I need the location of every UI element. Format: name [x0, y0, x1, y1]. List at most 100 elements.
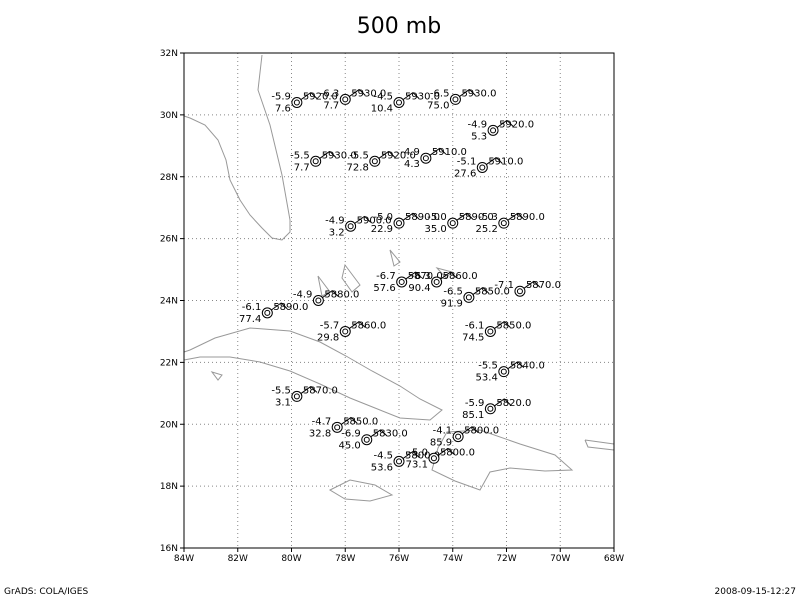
temperature: -6.3 — [320, 88, 340, 99]
temperature: -4.5 — [373, 450, 393, 461]
dewpoint-depression: 32.8 — [309, 428, 331, 439]
station-circle — [484, 403, 496, 415]
station-circle — [420, 152, 432, 164]
station-dot — [490, 127, 497, 134]
temperature: -5.9 — [465, 398, 485, 409]
height: 5800.0 — [440, 447, 475, 458]
dewpoint-depression: 35.0 — [424, 224, 446, 235]
wind-barb — [412, 451, 420, 458]
wind-barb — [380, 429, 388, 437]
height: 5910.0 — [432, 147, 467, 158]
height: 5920.0 — [303, 92, 338, 103]
temperature: -5.3 — [478, 212, 498, 223]
station-circle — [447, 217, 459, 229]
dewpoint-depression: 5.3 — [471, 131, 487, 142]
dewpoint-depression: 53.6 — [371, 462, 393, 473]
temperature: -4.7 — [312, 416, 332, 427]
station-circle — [291, 97, 303, 108]
y-tick-label: 24N — [160, 297, 178, 307]
dewpoint-depression: 7.7 — [294, 162, 310, 173]
station-dot — [500, 220, 507, 227]
height: 5850.0 — [496, 320, 531, 331]
dewpoint-depression: 45.0 — [338, 441, 360, 452]
wind-barb — [466, 212, 474, 220]
height: 5860.0 — [443, 271, 478, 282]
x-tick-label: 78W — [335, 554, 355, 564]
station: -5.0 5890.0 22.9 — [371, 212, 440, 235]
station-dot — [500, 368, 507, 375]
station-dot — [465, 294, 472, 301]
station-circle — [498, 366, 510, 378]
station-dot — [293, 393, 300, 400]
height: 5890.0 — [510, 212, 545, 223]
wind-barb — [469, 89, 476, 96]
temperature: -6.1 — [242, 302, 262, 313]
temperature: -5.5 — [290, 150, 310, 161]
height: 5930.0 — [322, 150, 357, 161]
station-circle — [393, 455, 405, 467]
dewpoint-depression: 7.6 — [275, 104, 291, 115]
station: -4.9 5900.0 3.2 — [325, 215, 392, 238]
station-dot — [422, 155, 429, 162]
station-dot — [452, 96, 459, 103]
dewpoint-depression: 53.4 — [476, 373, 498, 384]
dewpoint-depression: 3.2 — [329, 227, 345, 238]
wind-barb — [533, 280, 541, 288]
height: 5820.0 — [496, 398, 531, 409]
title: 500 mb — [357, 14, 441, 39]
y-tick-label: 28N — [160, 173, 178, 183]
station: -5.0 5800.073.1 — [406, 447, 475, 470]
station: -6.9 5830.0 45.0 — [338, 429, 407, 452]
dewpoint-depression: 3.1 — [275, 397, 291, 408]
station-circle — [484, 325, 496, 337]
station-circle — [361, 434, 373, 446]
station-dot — [363, 436, 370, 443]
x-tick-label: 74W — [443, 554, 463, 564]
height: 5880.0 — [324, 290, 359, 301]
station-circle — [463, 291, 475, 303]
station: -4.7 5850.0 32.8 — [309, 416, 378, 439]
dewpoint-depression: 77.4 — [239, 314, 261, 325]
height: 5870.0 — [526, 280, 561, 291]
station-circle — [345, 220, 357, 232]
temperature: -4.9 — [400, 147, 420, 158]
wind-barb — [471, 426, 479, 433]
dewpoint-depression: 75.0 — [427, 100, 449, 111]
height: 5900.0 — [357, 215, 392, 226]
station-dot — [487, 328, 494, 335]
wind-barb — [329, 150, 337, 158]
wind-barb — [412, 212, 420, 220]
station-circle — [396, 276, 408, 288]
station: -5.3 5890.0 25.2 — [476, 212, 545, 235]
temperature: -6.3 — [411, 271, 431, 282]
station: -6.3 5860.0 90.4 — [408, 271, 477, 294]
station: -5.9 5920.0 7.6 — [271, 92, 338, 115]
y-tick-label: 16N — [160, 544, 178, 554]
station: -5.5 5920.0 72.8 — [347, 150, 416, 173]
wind-barb — [388, 150, 396, 158]
dewpoint-depression: 29.8 — [317, 332, 339, 343]
station-dot — [342, 96, 349, 103]
y-tick-label: 20N — [160, 420, 178, 430]
height: 5800.0 — [464, 426, 499, 437]
temperature: -6.5 — [430, 88, 450, 99]
temperature: -4.9 — [325, 215, 345, 226]
station-dot — [334, 424, 341, 431]
dewpoint-depression: 22.9 — [371, 224, 393, 235]
wind-barb — [439, 147, 447, 155]
station-dot — [264, 309, 271, 316]
wind-barb — [450, 271, 457, 279]
height: 5800.0 — [405, 450, 440, 461]
station-dot — [449, 220, 456, 227]
dewpoint-depression: 91.9 — [441, 298, 463, 309]
wind-barb — [310, 386, 318, 393]
station-circle — [498, 217, 510, 229]
wind-barb — [415, 271, 423, 279]
station: -6.3 5930.0 7.7 — [320, 88, 387, 111]
station: -4.5 5800.0 53.6 — [371, 450, 440, 473]
station-dot — [315, 297, 322, 304]
height: 5920.0 — [499, 119, 534, 130]
station-circle — [339, 93, 351, 105]
station-circle — [476, 161, 488, 173]
station: -6.1 5890.0 77.4 — [239, 302, 308, 325]
